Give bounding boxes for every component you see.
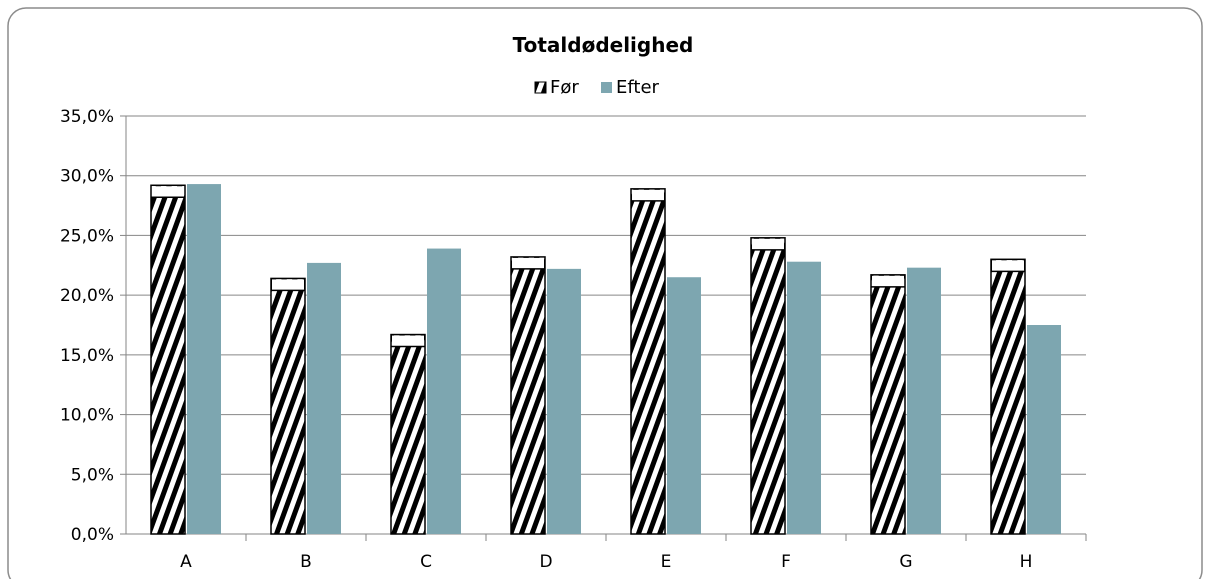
bar-before-cap bbox=[992, 260, 1024, 272]
bar-before bbox=[150, 184, 186, 535]
y-tick-label: 5,0% bbox=[71, 465, 114, 485]
legend-swatch-before bbox=[534, 81, 547, 94]
x-tick-label: D bbox=[539, 552, 552, 572]
y-tick-label: 15,0% bbox=[60, 346, 114, 366]
y-tick-label: 0,0% bbox=[71, 525, 114, 545]
x-tick-label: E bbox=[661, 552, 672, 572]
y-tick-label: 30,0% bbox=[60, 167, 114, 187]
x-tick-label: B bbox=[300, 552, 312, 572]
y-tick-label: 25,0% bbox=[60, 226, 114, 246]
bars bbox=[150, 184, 1061, 535]
bar-before-cap bbox=[752, 238, 784, 250]
legend: Før Efter bbox=[534, 77, 660, 98]
bar-after bbox=[547, 268, 581, 534]
bar-after bbox=[667, 277, 701, 534]
bar-before-cap bbox=[152, 186, 184, 198]
legend-swatch-after bbox=[601, 82, 612, 93]
bar-before-cap bbox=[872, 275, 904, 287]
x-tick-label: A bbox=[180, 552, 192, 572]
bar-before bbox=[630, 188, 666, 535]
bar-before-cap bbox=[512, 257, 544, 269]
legend-label-after: Efter bbox=[616, 77, 660, 98]
x-tick-label: C bbox=[420, 552, 432, 572]
chart-title: Totaldødelighed bbox=[513, 33, 694, 57]
y-tick-label: 10,0% bbox=[60, 406, 114, 426]
bar-after bbox=[907, 267, 941, 534]
bar-before bbox=[390, 333, 426, 535]
bar-before bbox=[990, 258, 1026, 535]
legend-label-before: Før bbox=[550, 77, 579, 98]
bar-after bbox=[187, 184, 221, 534]
bar-before bbox=[270, 277, 306, 535]
y-axis: 0,0% 5,0% 10,0% 15,0% 20,0% 25,0% 30,0% 35,0% bbox=[60, 107, 127, 545]
y-tick-label: 20,0% bbox=[60, 286, 114, 306]
y-tick-label: 35,0% bbox=[60, 107, 114, 127]
bar-after bbox=[427, 248, 461, 534]
bar-before-cap bbox=[392, 335, 424, 347]
bar-before bbox=[510, 256, 546, 535]
bar-before-cap bbox=[272, 279, 304, 291]
x-tick-label: G bbox=[899, 552, 912, 572]
bar-after bbox=[307, 262, 341, 534]
x-tick-label: H bbox=[1020, 552, 1033, 572]
bar-before bbox=[750, 237, 786, 535]
bar-before-cap bbox=[632, 189, 664, 201]
bar-after bbox=[1027, 325, 1061, 534]
x-tick-label: F bbox=[781, 552, 791, 572]
bar-after bbox=[787, 261, 821, 534]
bar-before bbox=[870, 274, 906, 535]
